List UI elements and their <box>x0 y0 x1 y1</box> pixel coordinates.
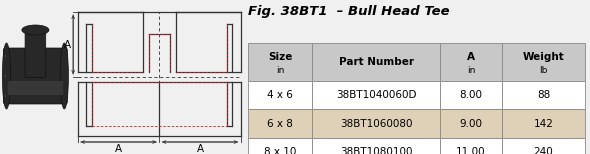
FancyBboxPatch shape <box>8 81 63 95</box>
FancyBboxPatch shape <box>25 28 46 77</box>
Bar <box>248 43 312 81</box>
Text: in: in <box>467 66 475 75</box>
Text: Fig. 38BT1  – Bull Head Tee: Fig. 38BT1 – Bull Head Tee <box>248 5 450 18</box>
Ellipse shape <box>5 75 6 77</box>
Bar <box>502 109 585 138</box>
Bar <box>440 109 502 138</box>
Text: 8 x 10: 8 x 10 <box>264 147 296 154</box>
Bar <box>440 138 502 154</box>
Text: Weight: Weight <box>523 52 564 62</box>
Text: 142: 142 <box>533 119 553 129</box>
Ellipse shape <box>5 95 6 97</box>
Text: A: A <box>467 52 475 62</box>
Text: 4 x 6: 4 x 6 <box>267 90 293 100</box>
Bar <box>502 138 585 154</box>
Bar <box>312 109 440 138</box>
Bar <box>248 109 312 138</box>
Text: 88: 88 <box>537 90 550 100</box>
Bar <box>502 43 585 81</box>
Bar <box>248 138 312 154</box>
FancyBboxPatch shape <box>4 48 67 104</box>
Text: 38BT1080100: 38BT1080100 <box>340 147 412 154</box>
Ellipse shape <box>60 43 68 109</box>
Bar <box>312 138 440 154</box>
Text: 11.00: 11.00 <box>456 147 486 154</box>
Bar <box>502 81 585 109</box>
Text: 8.00: 8.00 <box>460 90 483 100</box>
Bar <box>440 43 502 81</box>
Text: 38BT1060080: 38BT1060080 <box>340 119 412 129</box>
Text: A: A <box>115 144 122 154</box>
Text: 6 x 8: 6 x 8 <box>267 119 293 129</box>
Text: A: A <box>64 39 71 49</box>
Bar <box>312 81 440 109</box>
Bar <box>440 81 502 109</box>
Text: A: A <box>196 144 204 154</box>
Text: 240: 240 <box>533 147 553 154</box>
Ellipse shape <box>2 43 11 109</box>
Text: 9.00: 9.00 <box>460 119 483 129</box>
Bar <box>312 43 440 81</box>
Text: lb: lb <box>539 66 548 75</box>
Bar <box>248 81 312 109</box>
Ellipse shape <box>22 25 49 35</box>
Text: 38BT1040060D: 38BT1040060D <box>336 90 417 100</box>
Text: Part Number: Part Number <box>339 57 414 67</box>
Text: Size: Size <box>268 52 293 62</box>
Ellipse shape <box>5 55 6 57</box>
Text: in: in <box>276 66 284 75</box>
